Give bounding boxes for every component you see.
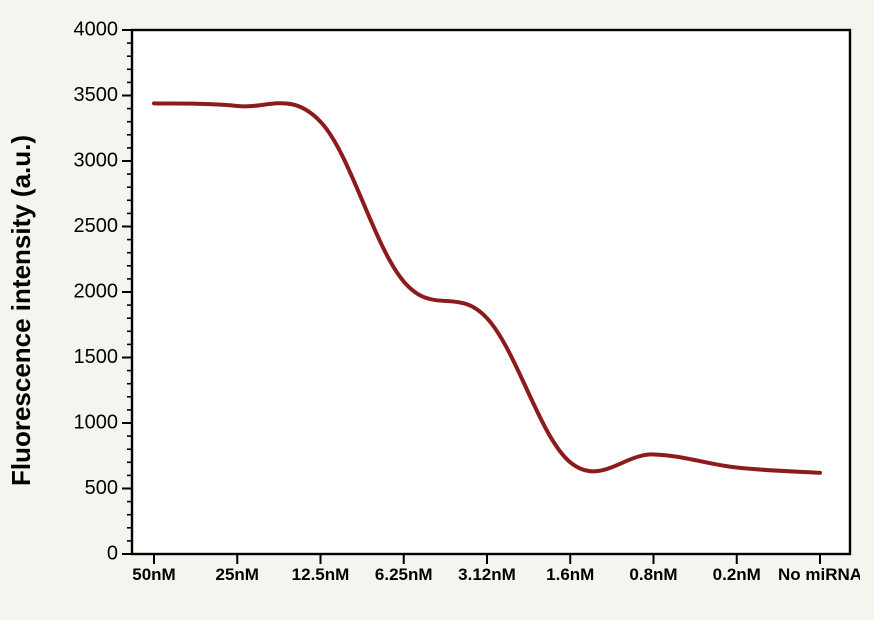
y-axis-label-container: Fluorescence intensity (a.u.) (0, 0, 44, 620)
plot-area: 0 500 1000 1500 2000 2500 3000 3500 4000 50nM 25nM… (60, 20, 860, 600)
svg-text:50nM: 50nM (132, 565, 175, 584)
svg-text:6.25nM: 6.25nM (375, 565, 433, 584)
svg-text:1000: 1000 (74, 411, 119, 433)
svg-text:500: 500 (85, 477, 118, 499)
svg-text:0.8nM: 0.8nM (629, 565, 677, 584)
svg-text:1.6nM: 1.6nM (546, 565, 594, 584)
svg-text:3.12nM: 3.12nM (458, 565, 516, 584)
svg-text:25nM: 25nM (216, 565, 259, 584)
svg-text:3500: 3500 (74, 84, 119, 106)
chart-svg: 0 500 1000 1500 2000 2500 3000 3500 4000 50nM 25nM… (60, 20, 860, 600)
svg-text:2000: 2000 (74, 280, 119, 302)
svg-text:4000: 4000 (74, 20, 119, 40)
y-axis-label: Fluorescence intensity (a.u.) (7, 134, 38, 485)
svg-text:No miRNA: No miRNA (778, 565, 860, 584)
svg-text:0.2nM: 0.2nM (713, 565, 761, 584)
svg-text:3000: 3000 (74, 149, 119, 171)
figure: Fluorescence intensity (a.u.) 0 500 1000 15… (0, 0, 874, 620)
svg-text:12.5nM: 12.5nM (292, 565, 350, 584)
svg-text:0: 0 (107, 542, 118, 564)
svg-text:2500: 2500 (74, 215, 119, 237)
svg-text:1500: 1500 (74, 346, 119, 368)
